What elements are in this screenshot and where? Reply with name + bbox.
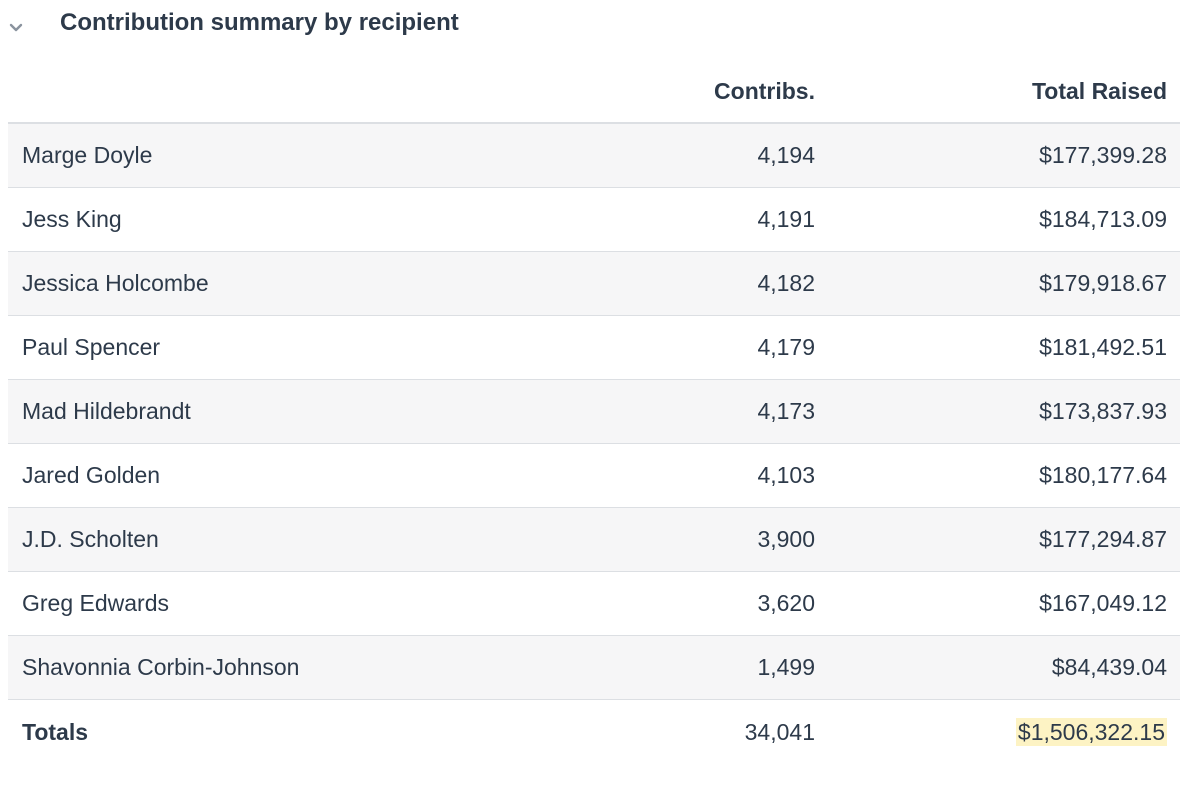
recipient-name: Marge Doyle: [8, 123, 628, 188]
contribs-count: 4,173: [628, 379, 828, 444]
recipient-name: Jessica Holcombe: [8, 251, 628, 316]
contribs-count: 4,194: [628, 123, 828, 188]
total-raised: $179,918.67: [828, 251, 1180, 316]
table-row: Marge Doyle 4,194 $177,399.28: [8, 123, 1180, 188]
table-row: J.D. Scholten 3,900 $177,294.87: [8, 507, 1180, 572]
contribs-count: 4,191: [628, 187, 828, 252]
column-header-total-raised: Total Raised: [828, 60, 1180, 124]
column-header-name: [8, 60, 628, 124]
section-title: Contribution summary by recipient: [60, 9, 459, 36]
recipient-name: J.D. Scholten: [8, 507, 628, 572]
total-raised: $177,294.87: [828, 507, 1180, 572]
contribs-count: 1,499: [628, 635, 828, 700]
total-raised: $177,399.28: [828, 123, 1180, 188]
recipient-name: Jared Golden: [8, 443, 628, 508]
total-raised: $167,049.12: [828, 571, 1180, 636]
contribution-summary-table: Contribs. Total Raised Marge Doyle 4,194…: [8, 60, 1180, 764]
table-row: Jessica Holcombe 4,182 $179,918.67: [8, 251, 1180, 316]
totals-total-raised: $1,506,322.15: [1015, 717, 1167, 746]
contribs-count: 4,179: [628, 315, 828, 380]
total-raised: $181,492.51: [828, 315, 1180, 380]
recipient-name: Mad Hildebrandt: [8, 379, 628, 444]
section-header: Contribution summary by recipient: [0, 0, 1200, 50]
contribs-count: 3,620: [628, 571, 828, 636]
contribs-count: 4,182: [628, 251, 828, 316]
recipient-name: Jess King: [8, 187, 628, 252]
totals-contribs: 34,041: [628, 699, 828, 764]
contribs-count: 3,900: [628, 507, 828, 572]
table-row: Mad Hildebrandt 4,173 $173,837.93: [8, 379, 1180, 444]
recipient-name: Paul Spencer: [8, 315, 628, 380]
totals-label: Totals: [8, 699, 628, 764]
total-raised: $180,177.64: [828, 443, 1180, 508]
total-raised: $84,439.04: [828, 635, 1180, 700]
recipient-name: Greg Edwards: [8, 571, 628, 636]
recipient-name: Shavonnia Corbin-Johnson: [8, 635, 628, 700]
contribs-count: 4,103: [628, 443, 828, 508]
totals-total-raised-cell: $1,506,322.15: [828, 699, 1180, 764]
table-row: Shavonnia Corbin-Johnson 1,499 $84,439.0…: [8, 635, 1180, 700]
total-raised: $173,837.93: [828, 379, 1180, 444]
totals-row: Totals 34,041 $1,506,322.15: [8, 699, 1180, 764]
chevron-down-icon[interactable]: [8, 20, 24, 36]
table-row: Jared Golden 4,103 $180,177.64: [8, 443, 1180, 508]
table-row: Greg Edwards 3,620 $167,049.12: [8, 571, 1180, 636]
table-header-row: Contribs. Total Raised: [8, 60, 1180, 124]
total-raised: $184,713.09: [828, 187, 1180, 252]
table-row: Jess King 4,191 $184,713.09: [8, 187, 1180, 252]
table-row: Paul Spencer 4,179 $181,492.51: [8, 315, 1180, 380]
column-header-contribs: Contribs.: [628, 60, 828, 124]
